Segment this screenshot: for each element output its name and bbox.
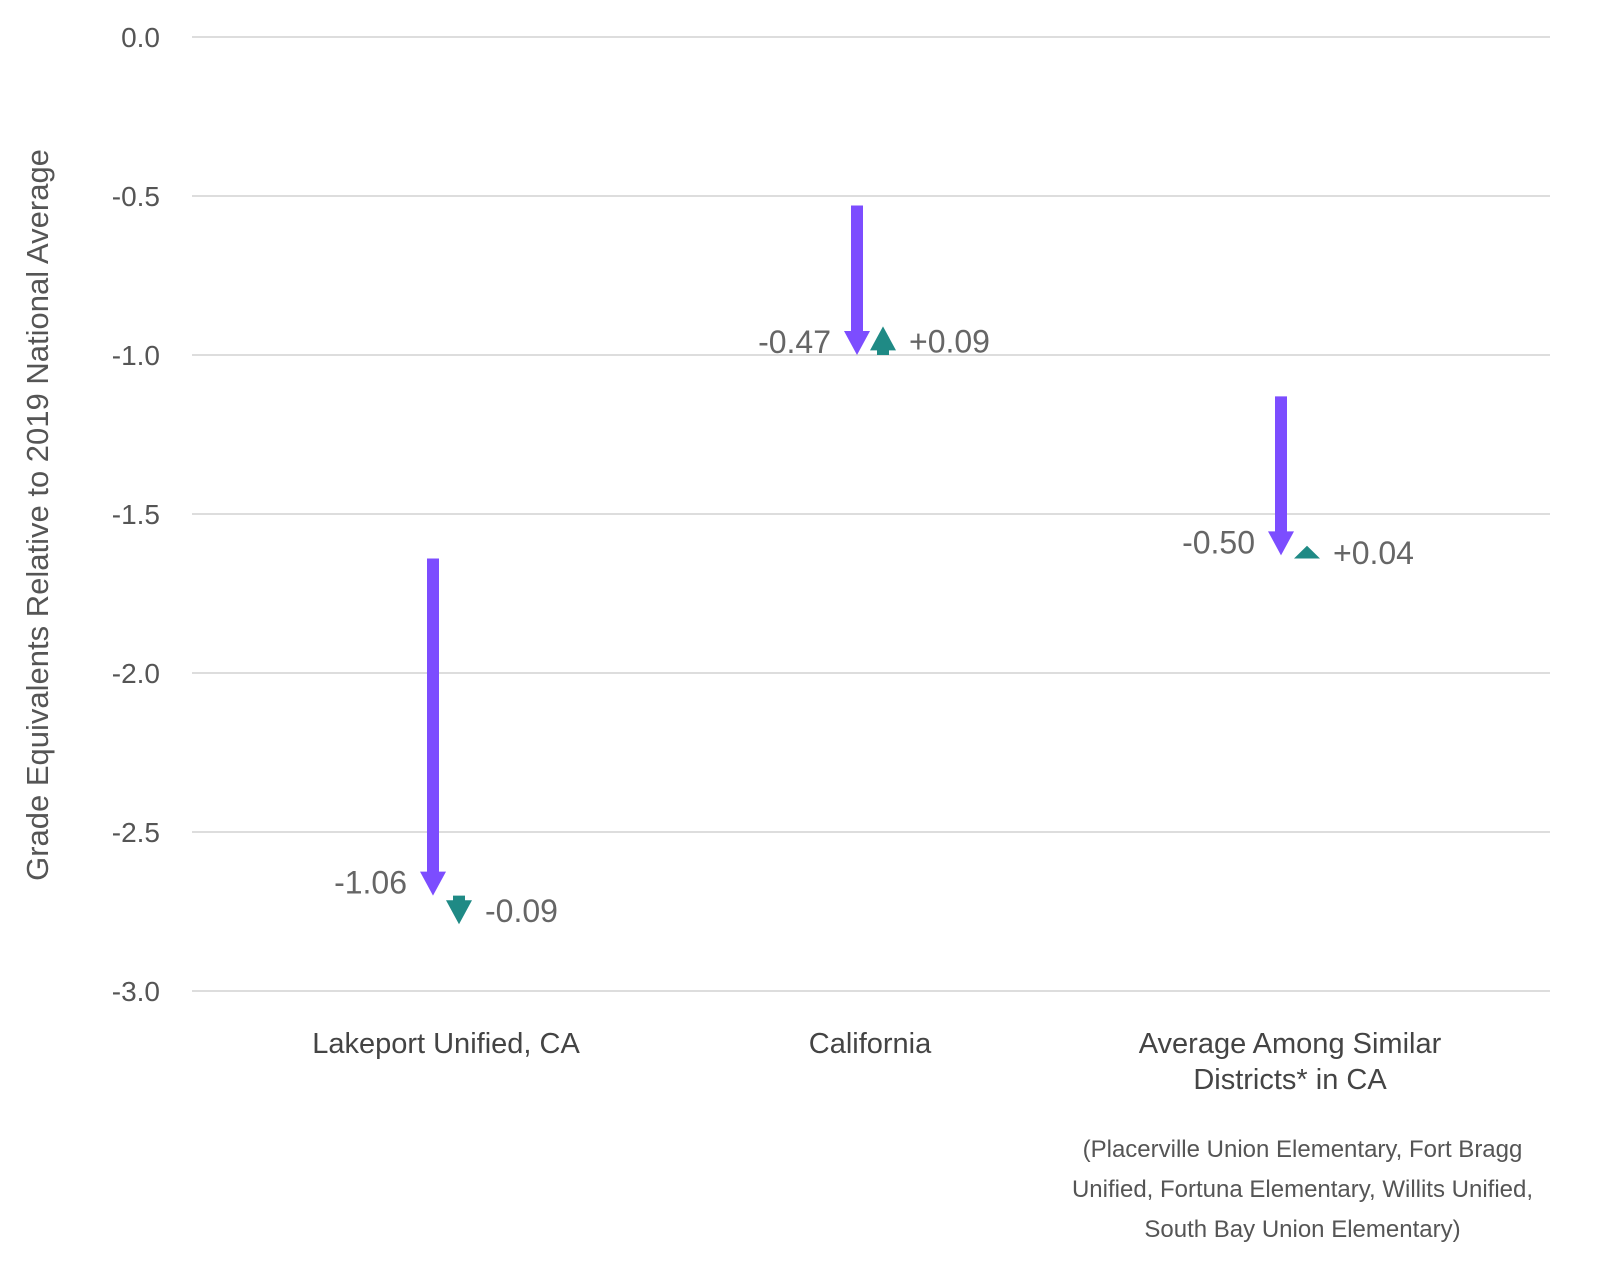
y-tick-label: -3.0 bbox=[112, 976, 160, 1007]
change-arrow-1 bbox=[1268, 396, 1294, 556]
change-arrow-1 bbox=[420, 558, 446, 896]
change-arrow-2 bbox=[446, 895, 472, 925]
category-label: Average Among Similar bbox=[1139, 1028, 1442, 1060]
category-label: Districts* in CA bbox=[1193, 1064, 1387, 1096]
y-tick-label: -1.0 bbox=[112, 340, 160, 371]
data-label: -0.09 bbox=[485, 893, 558, 929]
footnote: (Placerville Union Elementary, Fort Brag… bbox=[1010, 1130, 1595, 1250]
change-arrow-2 bbox=[870, 326, 896, 355]
gridlines bbox=[192, 36, 1550, 992]
x-axis-categories: Lakeport Unified, CA California Average Am… bbox=[312, 1028, 1441, 1096]
data-label: +0.04 bbox=[1333, 535, 1414, 571]
footnote-line: (Placerville Union Elementary, Fort Brag… bbox=[1082, 1136, 1523, 1163]
y-tick-label: 0.0 bbox=[121, 22, 160, 53]
chart-marks: -1.06 -0.09 -0.47 +0.09 -0.50 +0.04 bbox=[334, 205, 1414, 929]
change-arrow-2 bbox=[1294, 545, 1320, 559]
data-label: -0.47 bbox=[758, 324, 831, 360]
footnote-line: South Bay Union Elementary) bbox=[1144, 1216, 1461, 1243]
data-label: +0.09 bbox=[909, 324, 990, 360]
category-label: California bbox=[809, 1028, 932, 1060]
footnote-line: Unified, Fortuna Elementary, Willits Uni… bbox=[1071, 1176, 1534, 1203]
data-label: -0.50 bbox=[1182, 524, 1255, 560]
change-arrow-1 bbox=[844, 205, 870, 355]
y-tick-label: -0.5 bbox=[112, 181, 160, 212]
y-axis-ticks: 0.0 -0.5 -1.0 -1.5 -2.0 -2.5 -3.0 bbox=[112, 22, 160, 1007]
data-label: -1.06 bbox=[334, 865, 407, 901]
category-label: Lakeport Unified, CA bbox=[312, 1028, 580, 1060]
y-tick-label: -2.5 bbox=[112, 817, 160, 848]
y-tick-label: -2.0 bbox=[112, 658, 160, 689]
y-axis-label: Grade Equivalents Relative to 2019 Natio… bbox=[20, 149, 55, 881]
y-tick-label: -1.5 bbox=[112, 499, 160, 530]
